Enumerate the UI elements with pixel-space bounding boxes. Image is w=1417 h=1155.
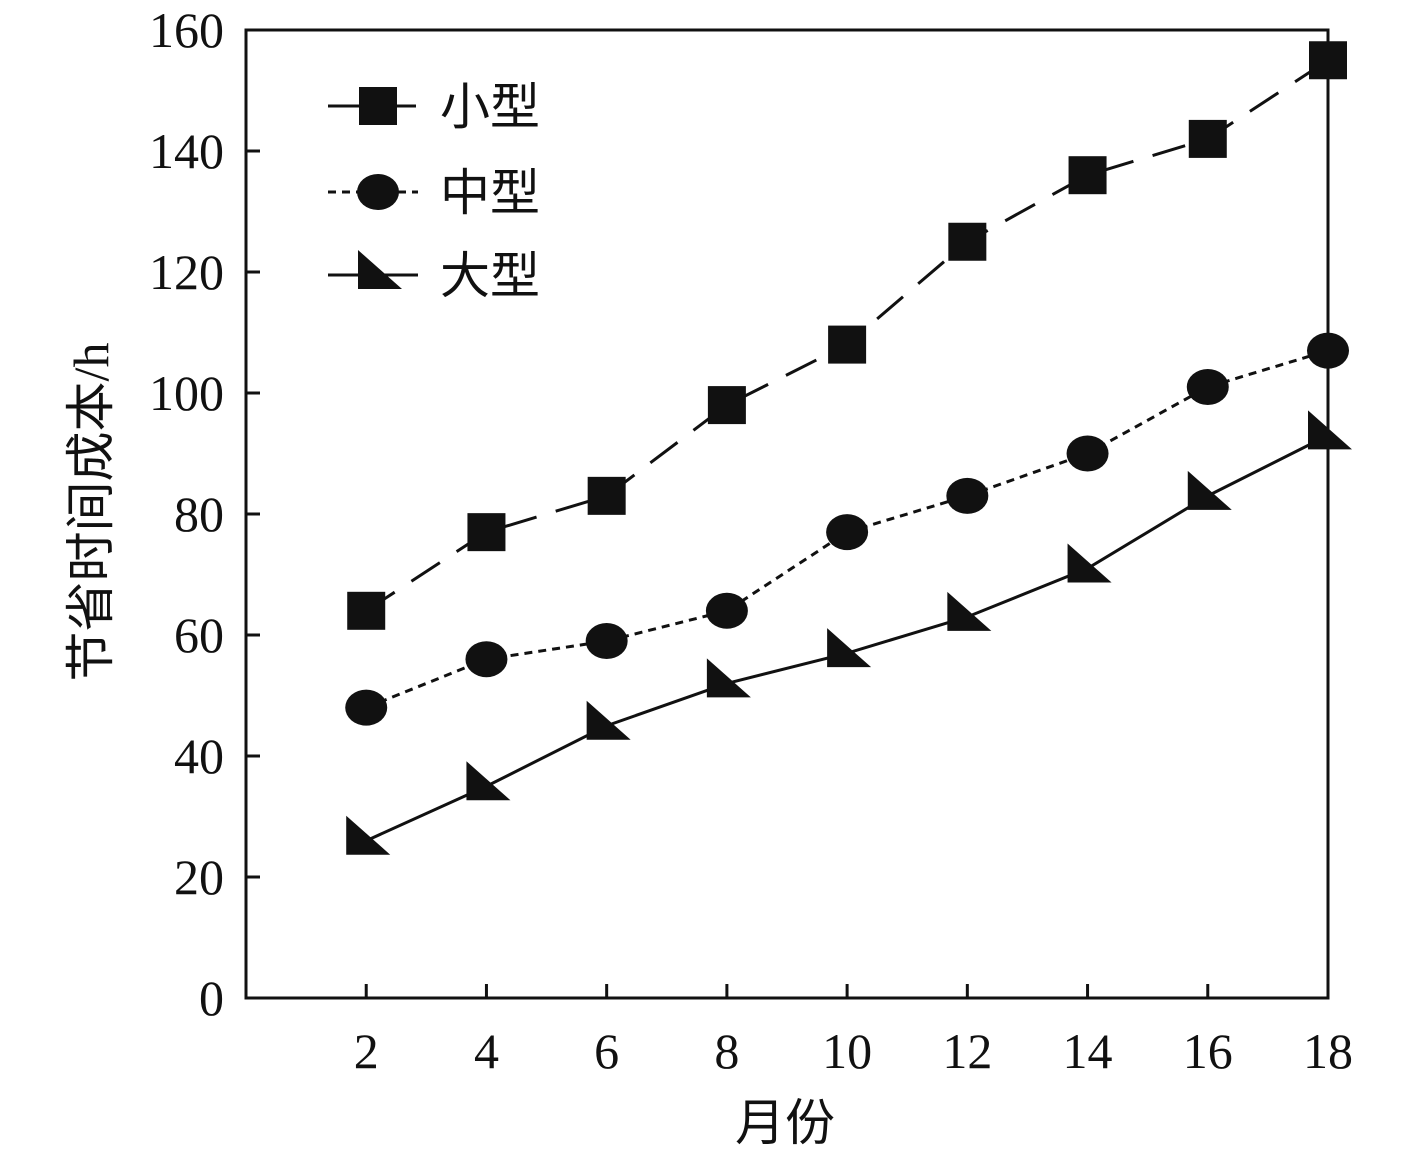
data-point-square	[347, 591, 386, 630]
y-tick-label: 0	[199, 970, 224, 1026]
x-axis-title: 月份	[735, 1095, 835, 1150]
data-point-triangle	[706, 658, 751, 698]
legend-item: 中型	[328, 165, 540, 221]
legend-marker-square	[359, 87, 397, 125]
series-circle	[345, 332, 1349, 726]
legend-marker-circle	[357, 174, 399, 210]
series-line	[365, 434, 1329, 843]
data-point-triangle	[466, 761, 511, 801]
x-tick-label: 12	[942, 1023, 992, 1079]
legend-item: 小型	[328, 79, 540, 135]
x-tick-label: 6	[594, 1023, 619, 1079]
y-tick-label: 100	[149, 365, 224, 421]
x-tick-label: 16	[1183, 1023, 1233, 1079]
axes: 2 4 6 8 10 12 14 16 18 0 20 40 60 80 100 120 140 160	[149, 2, 1353, 1079]
data-point-triangle	[827, 628, 872, 668]
y-tick-label: 60	[174, 607, 224, 663]
data-point-triangle	[346, 815, 391, 855]
series-square	[347, 41, 1347, 630]
plot-frame	[244, 28, 1330, 1000]
data-point-triangle	[586, 700, 631, 740]
y-tick-label: 80	[174, 486, 224, 542]
data-point-circle	[1066, 435, 1109, 472]
legend-item: 大型	[328, 248, 540, 304]
y-tick-label: 20	[174, 849, 224, 905]
data-point-circle	[946, 477, 989, 514]
data-point-circle	[585, 623, 628, 660]
data-point-square	[467, 513, 506, 552]
data-point-circle	[826, 514, 869, 551]
x-tick-label: 4	[474, 1023, 499, 1079]
y-tick-label: 120	[149, 244, 224, 300]
data-point-square	[1309, 41, 1347, 80]
y-tick-label: 140	[149, 123, 224, 179]
data-point-triangle	[1308, 410, 1352, 450]
legend-label: 大型	[440, 248, 540, 304]
data-point-triangle	[1187, 470, 1232, 510]
legend-label: 中型	[440, 165, 540, 221]
data-point-circle	[1186, 368, 1229, 405]
data-point-circle	[345, 689, 388, 726]
data-point-square	[948, 222, 987, 261]
x-tick-label: 14	[1063, 1023, 1113, 1079]
y-tick-label: 160	[149, 2, 224, 58]
legend-marker-triangle	[358, 250, 402, 289]
data-point-square	[1068, 156, 1107, 195]
data-point-triangle	[947, 591, 992, 631]
x-tick-label: 8	[714, 1023, 739, 1079]
legend-label: 小型	[440, 79, 540, 135]
data-point-circle	[465, 641, 508, 678]
data-point-circle	[705, 592, 748, 629]
data-point-square	[828, 325, 867, 364]
y-axis-title: 节省时间成本/h	[63, 343, 119, 682]
data-point-square	[587, 476, 626, 515]
data-point-square	[1188, 119, 1227, 158]
data-point-circle	[1307, 332, 1349, 369]
series-triangle	[346, 410, 1352, 855]
x-tick-label: 10	[822, 1023, 872, 1079]
y-tick-label: 40	[174, 728, 224, 784]
data-point-square	[707, 386, 746, 425]
series-group	[345, 41, 1352, 855]
x-tick-label: 18	[1303, 1023, 1353, 1079]
x-tick-label: 2	[354, 1023, 379, 1079]
data-point-triangle	[1067, 543, 1112, 583]
